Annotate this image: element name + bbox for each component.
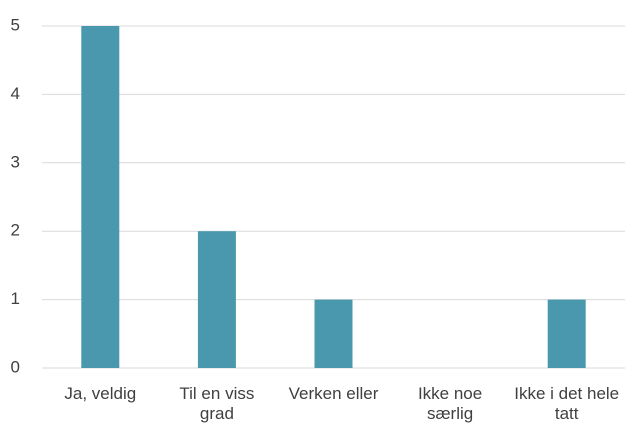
y-tick-label: 5 [11,15,20,34]
bar [547,299,586,368]
bar [81,26,120,368]
y-tick-label: 1 [11,289,20,308]
y-tick-label: 3 [11,152,20,171]
bar [197,231,236,368]
y-tick-label: 0 [11,357,20,376]
x-tick-label: Ikke noe særlig [417,384,483,423]
x-tick-label: Til en viss grad [179,384,255,423]
bar [314,299,353,368]
x-tick-label: Ja, veldig [64,384,137,403]
x-tick-label: Verken eller [288,384,379,403]
y-tick-label: 2 [11,221,20,240]
x-tick-label: Ikke i det hele tatt [514,384,620,423]
y-tick-label: 4 [11,84,20,103]
